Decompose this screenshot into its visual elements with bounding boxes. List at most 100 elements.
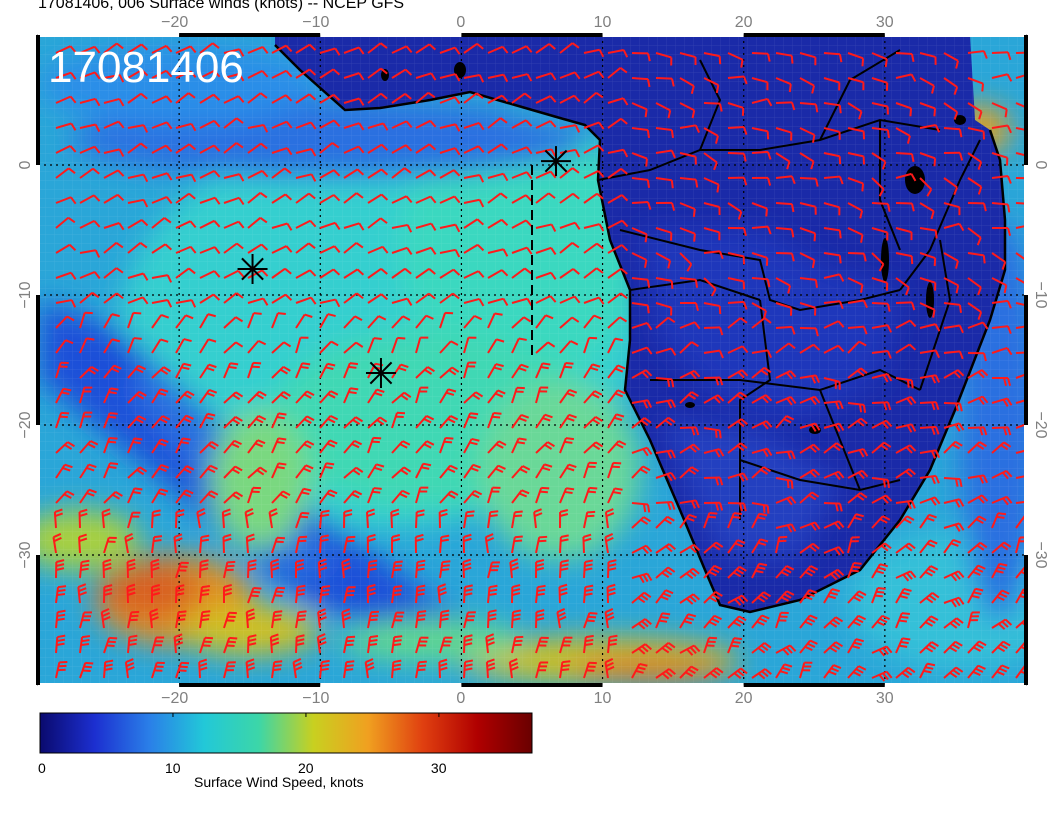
wind-barb: [439, 436, 454, 454]
lon-bar-top: [320, 33, 462, 37]
wind-barb: [79, 661, 94, 679]
wind-barb: [751, 127, 770, 140]
wind-barb: [727, 594, 749, 606]
wind-barb: [895, 444, 917, 454]
colorbar-label: Surface Wind Speed, knots: [194, 774, 364, 790]
wind-barb: [511, 510, 523, 529]
wind-speed-field: [38, 35, 1026, 685]
wind-barb: [101, 508, 111, 529]
wind-barb: [151, 217, 172, 229]
wind-barb: [991, 640, 1011, 654]
wind-barb: [55, 299, 77, 308]
wind-barb: [607, 559, 617, 579]
wind-barb: [151, 299, 173, 308]
wind-barb: [1015, 252, 1026, 270]
wind-barb: [823, 77, 841, 91]
wind-barb: [847, 252, 867, 262]
wind-barb: [655, 201, 676, 211]
wind-barb: [295, 610, 307, 629]
wind-barb: [823, 422, 845, 433]
wind-barb: [679, 52, 697, 66]
wind-barb: [55, 490, 75, 504]
wind-barb: [655, 515, 675, 529]
wind-barb: [607, 461, 622, 479]
lon-label-bottom: −20: [161, 690, 188, 707]
wind-barb: [55, 585, 67, 604]
wind-barb: [919, 374, 941, 384]
wind-barb: [703, 250, 724, 260]
wind-barb: [631, 591, 652, 604]
wind-barb: [55, 634, 66, 654]
wind-barb: [127, 142, 148, 154]
wind-barb: [247, 269, 269, 279]
wind-barb: [727, 317, 748, 329]
wind-barb: [151, 438, 169, 454]
wind-barb: [559, 463, 577, 479]
wind-barb: [895, 152, 915, 162]
wind-barb: [775, 523, 797, 533]
wind-barb: [751, 302, 767, 319]
wind-barb: [751, 349, 773, 359]
wind-barb: [967, 494, 989, 504]
wind-barb: [415, 314, 434, 329]
wind-barb: [655, 501, 676, 511]
wind-barb: [151, 144, 173, 154]
wind-barb: [727, 52, 744, 68]
wind-barb: [319, 489, 338, 504]
wind-barb: [127, 390, 147, 404]
wind-barb: [151, 636, 165, 654]
wind-barb: [247, 339, 267, 354]
wind-barb: [487, 248, 509, 257]
wind-barb: [727, 369, 749, 379]
wind-barb: [559, 167, 580, 179]
wind-barb: [271, 365, 291, 379]
wind-barb: [223, 611, 237, 629]
wind-barb: [151, 44, 173, 54]
wind-barb: [103, 97, 125, 107]
wind-barb: [198, 658, 208, 679]
wind-barb: [438, 508, 448, 529]
wind-barb: [222, 533, 232, 554]
wind-barb: [919, 449, 941, 459]
wind-barb: [199, 559, 209, 579]
wind-barb: [487, 94, 509, 104]
wind-barb: [463, 489, 483, 504]
wind-barb: [559, 192, 580, 204]
wind-barb: [295, 634, 305, 654]
wind-barb: [78, 533, 88, 554]
lon-bar-bottom: [743, 683, 885, 687]
wind-barb: [367, 416, 388, 429]
wind-barb: [871, 77, 889, 91]
wind-barb: [79, 167, 100, 179]
wind-barb: [103, 267, 124, 279]
wind-barb: [535, 170, 557, 179]
wind-barb: [319, 509, 330, 529]
wind-barb: [655, 612, 671, 629]
wind-barb: [604, 532, 614, 554]
wind-barb: [124, 532, 134, 554]
wind-barb: [1015, 277, 1026, 285]
wind-barb: [415, 636, 429, 654]
wind-barb: [583, 242, 604, 254]
wind-barb: [991, 347, 1013, 356]
wind-barb: [871, 373, 893, 383]
wind-barb: [295, 269, 317, 279]
wind-barb: [341, 558, 351, 579]
wind-barb: [295, 313, 313, 329]
wind-barb: [391, 659, 402, 679]
wind-barb: [727, 512, 742, 529]
wind-barb: [871, 563, 889, 579]
wind-barb: [703, 636, 718, 654]
wind-barb: [511, 171, 533, 180]
wind-barb: [367, 610, 380, 629]
wind-barb: [943, 151, 964, 161]
wind-barb: [103, 659, 114, 679]
wind-barb: [319, 169, 341, 179]
wind-barb: [991, 562, 1008, 579]
wind-barb: [583, 223, 605, 232]
wind-barb: [55, 216, 76, 229]
wind-barb: [415, 559, 426, 579]
wind-barb: [895, 301, 916, 311]
wind-barb: [679, 341, 699, 354]
wind-barb: [223, 196, 245, 206]
